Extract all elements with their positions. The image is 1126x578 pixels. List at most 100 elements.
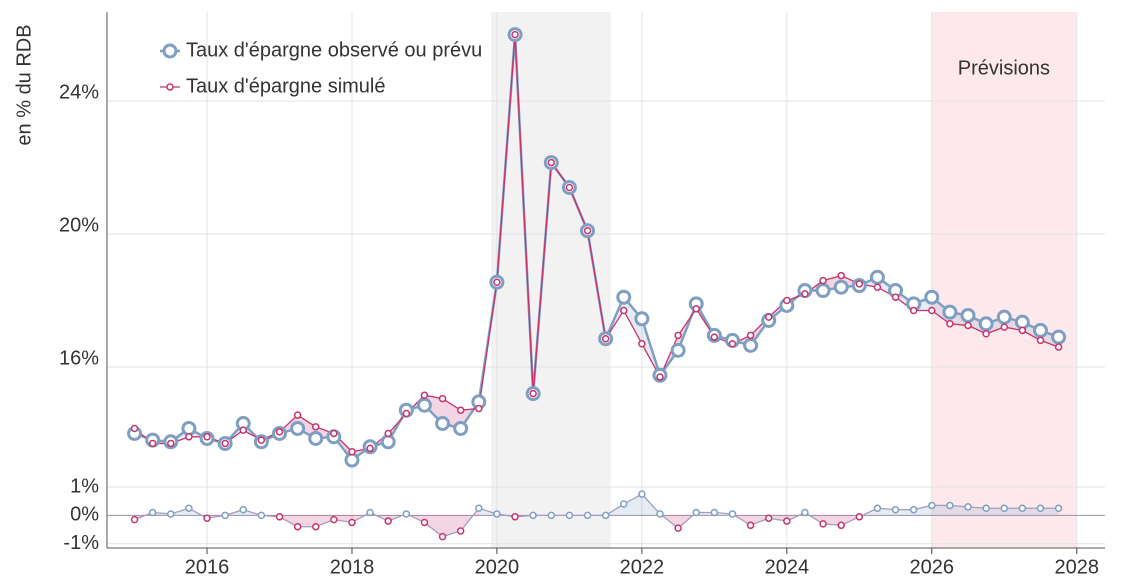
point	[982, 330, 990, 338]
diff-point	[1018, 504, 1027, 513]
diff-point	[330, 515, 338, 524]
point	[996, 309, 1012, 325]
diff-point	[728, 510, 737, 518]
point	[801, 290, 809, 298]
x-tick-label: 2020	[475, 556, 520, 578]
point	[815, 283, 831, 299]
diff-fill	[750, 515, 769, 526]
point	[257, 436, 266, 444]
diff-point	[438, 532, 447, 541]
point	[837, 271, 845, 280]
point	[435, 415, 451, 431]
x-tick-label: 2028	[1054, 556, 1099, 578]
diff-fill	[931, 505, 950, 516]
point	[130, 424, 139, 433]
diff-fill	[333, 515, 352, 523]
point	[891, 293, 900, 301]
point	[308, 430, 324, 446]
point	[743, 337, 759, 353]
diff-point	[746, 521, 755, 530]
point	[181, 420, 197, 436]
point	[783, 296, 791, 305]
point	[511, 30, 519, 39]
diff-fill	[1022, 508, 1041, 516]
diff-point	[1054, 504, 1063, 513]
diff-line	[134, 493, 1059, 538]
point	[873, 283, 882, 291]
diff-point	[203, 514, 211, 522]
point	[366, 444, 374, 453]
point	[924, 289, 940, 305]
diff-point	[1000, 504, 1009, 513]
diff-point	[511, 513, 519, 521]
legend-marker	[166, 83, 174, 91]
diff-fill	[315, 515, 334, 527]
diff-point	[783, 517, 791, 525]
legend-marker	[162, 43, 178, 59]
diff-fill	[877, 508, 896, 516]
gap-fill	[460, 401, 479, 429]
point	[221, 439, 229, 448]
point	[311, 423, 320, 431]
y-tick-label: 1%	[70, 475, 99, 497]
diff-point	[638, 490, 646, 498]
diff-point	[656, 510, 664, 518]
diff-point	[819, 520, 827, 528]
point	[942, 304, 958, 320]
diff-point	[547, 511, 556, 520]
point	[167, 439, 175, 448]
point	[438, 394, 447, 403]
diff-point	[601, 511, 610, 520]
point	[855, 280, 864, 288]
point	[909, 306, 918, 315]
diff-fill	[1040, 508, 1059, 516]
diff-point	[982, 504, 990, 513]
point	[1036, 336, 1045, 345]
point	[1051, 329, 1067, 345]
diff-fill	[968, 506, 987, 516]
x-tick-label: 2024	[765, 556, 810, 578]
diff-point	[475, 504, 483, 513]
point	[185, 433, 193, 441]
point	[978, 316, 994, 332]
point	[764, 313, 773, 321]
diff-point	[946, 501, 954, 510]
diff-point	[167, 510, 175, 518]
diff-point	[801, 508, 809, 517]
diff-point	[674, 524, 682, 532]
y-axis-label: en % du RDB	[13, 24, 35, 145]
diff-point	[710, 508, 719, 517]
diff-point	[148, 508, 157, 517]
point	[583, 226, 592, 235]
point	[420, 391, 429, 399]
diff-fill	[623, 494, 642, 516]
diff-fill	[949, 505, 969, 516]
point	[728, 339, 737, 348]
diff-point	[837, 521, 845, 530]
legend-label: Taux d'épargne simulé	[186, 75, 386, 97]
point	[384, 429, 392, 438]
point	[330, 429, 338, 438]
diff-point	[692, 508, 700, 517]
diff-point	[928, 501, 936, 510]
y-tick-label: 20%	[59, 214, 99, 236]
diff-point	[275, 513, 284, 521]
shaded-region	[491, 12, 611, 548]
point	[493, 278, 501, 286]
diff-fill	[986, 508, 1005, 516]
point	[674, 331, 682, 340]
y-tick-label: 0%	[70, 504, 99, 526]
point	[638, 339, 646, 348]
diff-point	[130, 515, 139, 524]
diff-point	[311, 522, 320, 531]
diff-point	[366, 508, 374, 517]
point	[946, 320, 954, 328]
diff-point	[348, 518, 356, 527]
diff-fill	[297, 515, 316, 527]
diff-point	[583, 511, 592, 520]
y-tick-label: -1%	[63, 532, 99, 554]
y-tick-label: 16%	[59, 347, 99, 369]
point	[746, 331, 755, 340]
point	[928, 306, 936, 315]
diff-point	[420, 518, 429, 527]
